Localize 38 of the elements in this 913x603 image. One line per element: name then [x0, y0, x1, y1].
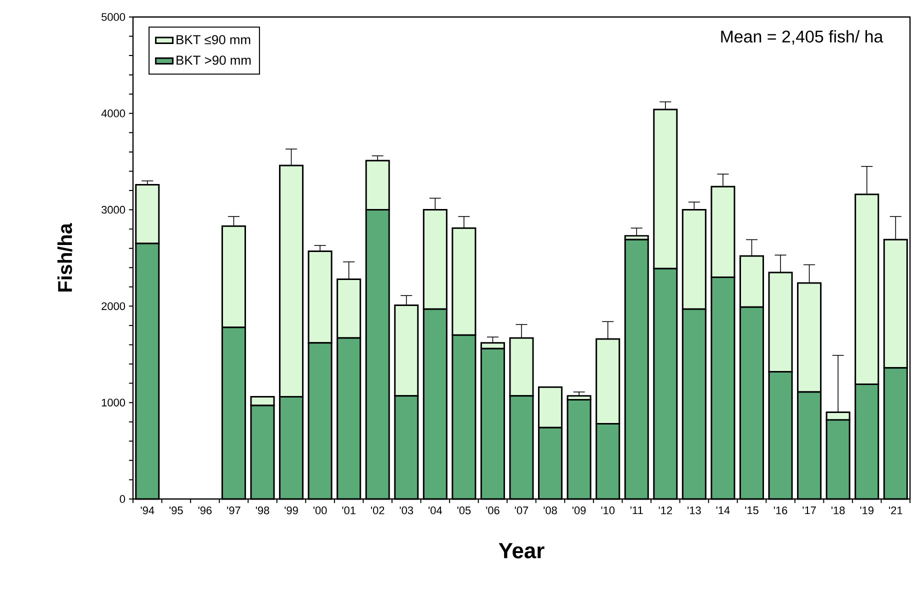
x-tick-label: '16	[774, 506, 788, 514]
legend-label: BKT ≤90 mm	[176, 35, 250, 44]
x-tick-label: '10	[601, 506, 615, 514]
y-tick-label: 4000	[101, 110, 126, 118]
x-tick-label: '09	[572, 506, 586, 514]
x-tick-label: '04	[428, 506, 442, 514]
legend-label: BKT >90 mm	[176, 56, 251, 65]
x-tick-label: '21	[889, 506, 902, 514]
y-tick-label: 3000	[102, 206, 126, 214]
x-tick-label: '98	[256, 506, 270, 514]
y-tick-label: 1000	[102, 398, 126, 406]
annotation: Mean = 2,405 fish/ ha	[721, 30, 884, 45]
x-tick-label: '07	[514, 506, 528, 514]
x-axis-title: Year	[498, 543, 544, 558]
x-tick-label: '97	[227, 506, 240, 514]
x-tick-label: '19	[860, 506, 874, 514]
y-axis-title: Fish/ha	[57, 222, 72, 292]
x-tick-label: '99	[284, 506, 298, 514]
x-tick-label: '95	[170, 506, 183, 514]
x-tick-label: '06	[486, 506, 500, 514]
x-tick-label: '05	[457, 506, 471, 514]
x-tick-label: '00	[313, 506, 327, 514]
y-tick-label: 2000	[102, 302, 126, 310]
x-tick-label: '14	[716, 506, 730, 514]
y-tick-label: 0	[120, 495, 126, 503]
x-tick-label: '96	[198, 506, 212, 514]
x-tick-label: '18	[831, 506, 845, 514]
x-tick-label: '11	[630, 506, 643, 514]
x-tick-label: '02	[371, 506, 384, 514]
x-tick-label: '15	[745, 506, 758, 514]
x-tick-label: '94	[140, 506, 154, 514]
x-tick-label: '13	[688, 506, 701, 514]
x-tick-label: '08	[544, 506, 557, 514]
x-tick-label: '03	[400, 506, 414, 514]
x-tick-label: '01	[342, 506, 356, 514]
y-tick-label: 5000	[102, 13, 126, 21]
x-tick-label: '12	[658, 506, 672, 514]
x-tick-label: '17	[802, 506, 816, 514]
